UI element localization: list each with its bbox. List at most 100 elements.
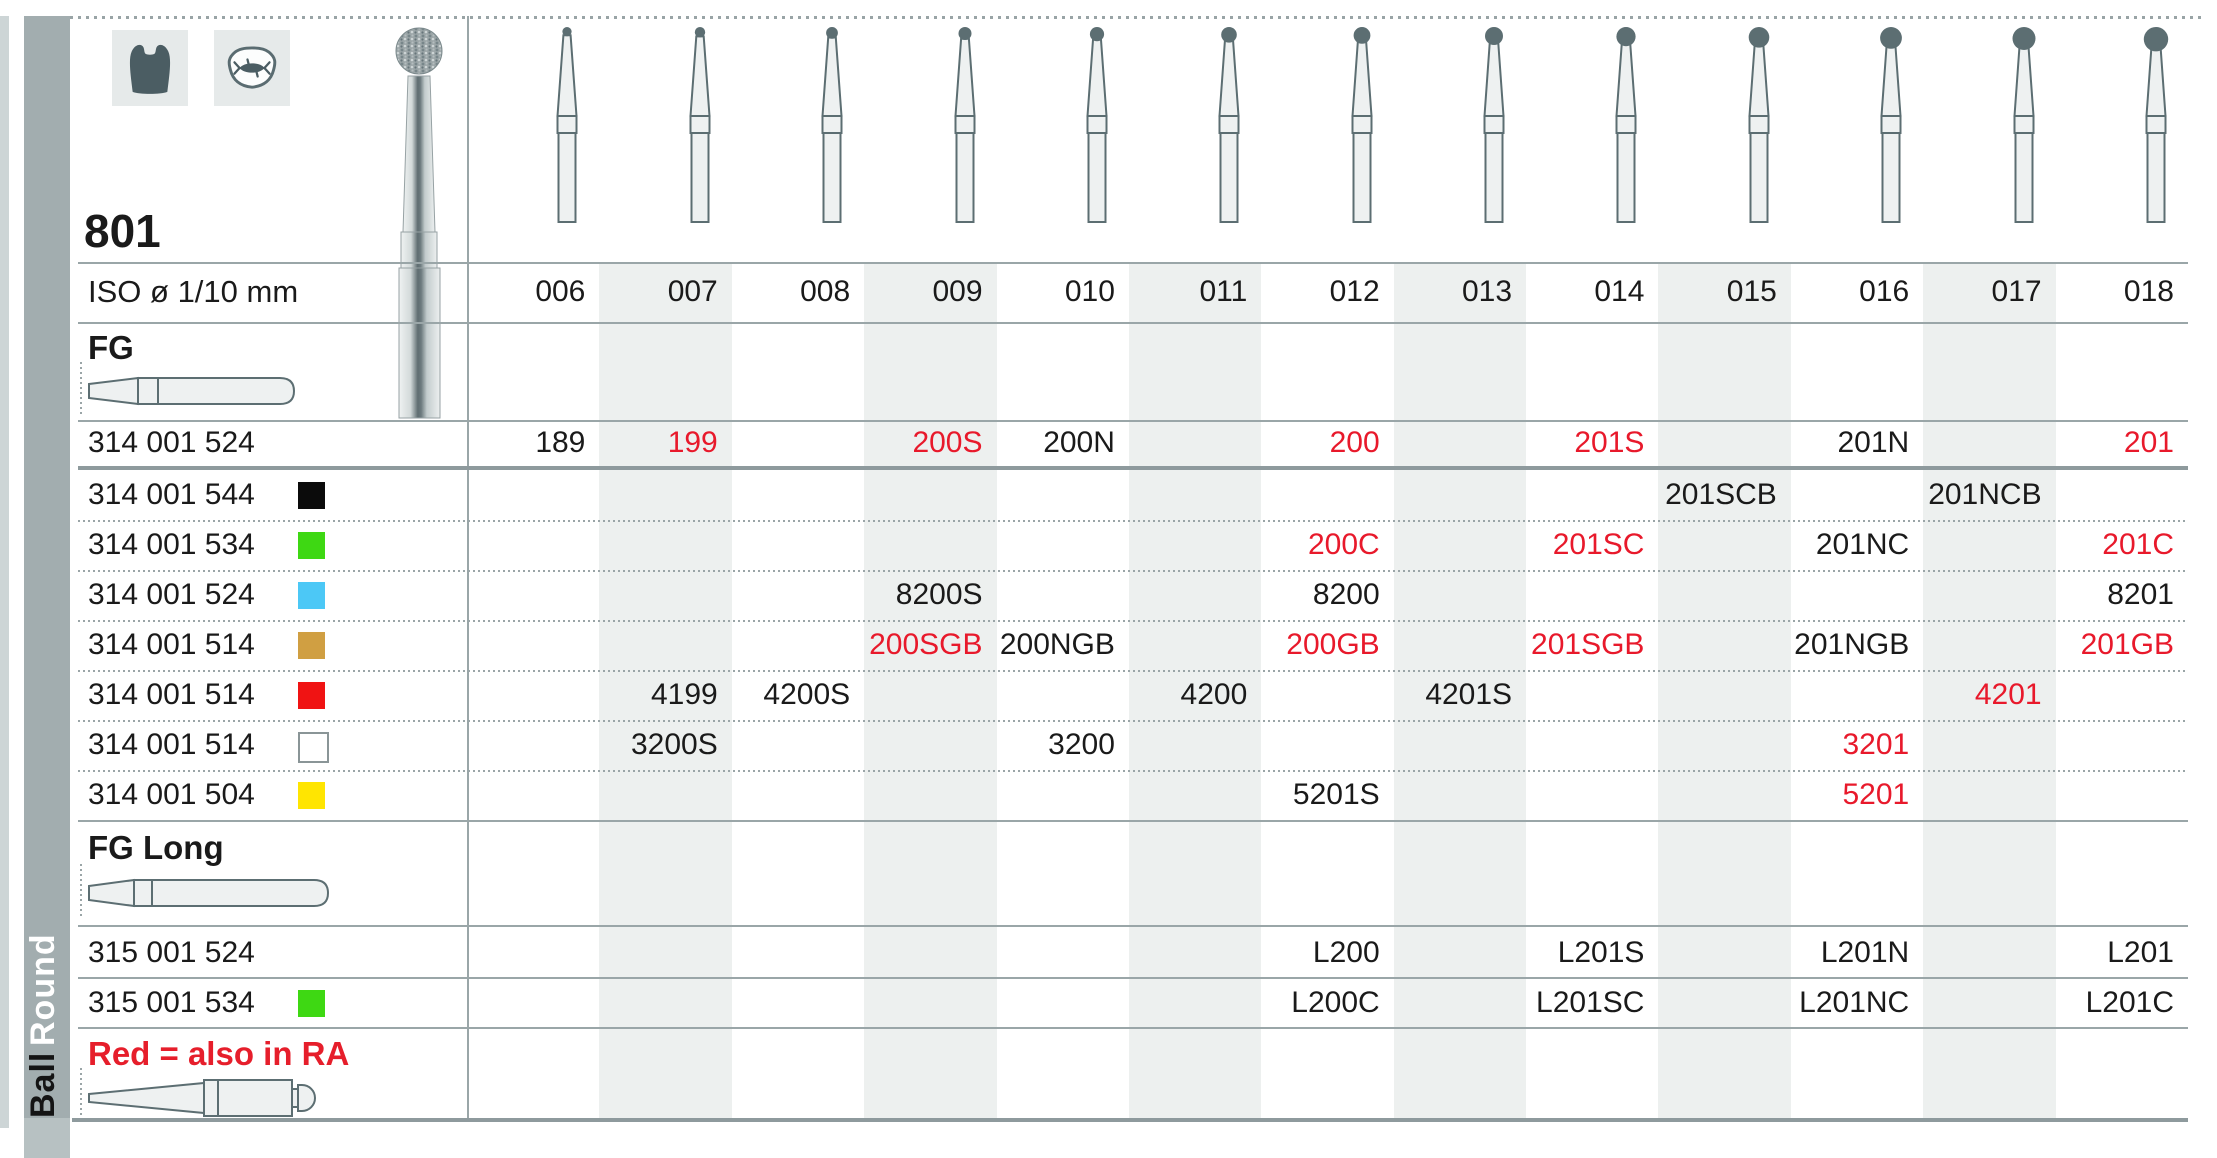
ball-bur-illustration: [556, 27, 578, 223]
order-code: 314 001 524: [88, 426, 255, 459]
ring-color-swatch-red: [298, 681, 325, 709]
product-number-200NGB: 200NGB: [999, 628, 1115, 661]
fg-shank-icon: [88, 376, 296, 406]
bur-column-013: [1470, 24, 1518, 224]
product-number-201S: 201S: [1574, 426, 1645, 459]
dotted-divider: [78, 670, 2188, 672]
product-number-200SGB: 200SGB: [869, 628, 983, 661]
iso-size-007: 007: [667, 275, 718, 308]
bur-column-016: [1867, 24, 1915, 224]
dotted-divider: [78, 520, 2188, 522]
divider: [78, 262, 2188, 264]
molar-occlusal-icon: [227, 46, 277, 89]
product-number-L201C: L201C: [2085, 986, 2174, 1019]
iso-size-015: 015: [1726, 275, 1777, 308]
order-code: 314 001 514: [88, 728, 255, 761]
column-shading-015: [1658, 262, 1791, 1118]
column-shading-011: [1128, 262, 1262, 1118]
ball-bur-illustration: [821, 27, 843, 223]
red-shank-note: Red = also in RA: [88, 1035, 350, 1072]
table-bottom-divider: [72, 1118, 2188, 1122]
product-number-200N: 200N: [1043, 426, 1115, 459]
product-number-5201S: 5201S: [1292, 778, 1380, 811]
ring-color-swatch-white: [298, 731, 329, 763]
product-number-8200S: 8200S: [895, 578, 983, 611]
product-number-200GB: 200GB: [1286, 628, 1380, 661]
divider: [78, 322, 2188, 324]
ball-bur-illustration: [1086, 27, 1108, 223]
series-number: 801: [84, 205, 161, 257]
product-number-201NGB: 201NGB: [1794, 628, 1910, 661]
product-number-L200: L200: [1312, 936, 1380, 969]
product-number-L200C: L200C: [1291, 986, 1380, 1019]
ball-bur-large-illustration: [395, 27, 443, 419]
ring-color-swatch-green: [298, 531, 325, 559]
bur-column-017: [2000, 24, 2048, 224]
iso-size-009: 009: [932, 275, 983, 308]
product-number-199: 199: [667, 426, 718, 459]
molar-crown-icon-tile: [112, 30, 188, 106]
sidebar: [24, 16, 70, 1118]
product-number-201NC: 201NC: [1815, 528, 1910, 561]
product-number-4199: 4199: [651, 678, 718, 711]
order-code: 315 001 524: [88, 936, 255, 969]
order-code: 314 001 524: [88, 578, 255, 611]
order-code: 314 001 534: [88, 528, 255, 561]
divider: [78, 977, 2188, 979]
divider: [78, 420, 2188, 422]
molar-crown-icon: [129, 44, 171, 94]
iso-size-016: 016: [1859, 275, 1910, 308]
ring-color-swatch-green: [298, 989, 325, 1017]
bur-column-007: [676, 24, 724, 224]
ball-bur-illustration: [953, 27, 976, 223]
guide-dotted-line: [80, 1068, 82, 1120]
iso-size-008: 008: [800, 275, 851, 308]
iso-size-014: 014: [1594, 275, 1645, 308]
product-number-4200: 4200: [1180, 678, 1248, 711]
product-number-200: 200: [1329, 426, 1380, 459]
product-number-3200S: 3200S: [631, 728, 718, 761]
product-number-8201: 8201: [2107, 578, 2174, 611]
product-number-201SCB: 201SCB: [1665, 478, 1777, 511]
product-number-4201: 4201: [1974, 678, 2042, 711]
guide-dotted-line: [80, 362, 82, 414]
iso-size-013: 013: [1462, 275, 1513, 308]
bur-column-008: [808, 24, 856, 224]
order-code: 314 001 544: [88, 478, 255, 511]
bur-column-011: [1205, 24, 1253, 224]
product-number-201NCB: 201NCB: [1928, 478, 2042, 511]
product-number-L201S: L201S: [1557, 936, 1645, 969]
fg-section-label: FG: [88, 329, 134, 366]
sidebar-foot: [24, 1118, 70, 1158]
iso-size-010: 010: [1064, 275, 1115, 308]
product-number-189: 189: [535, 426, 586, 459]
column-shading-017: [1923, 262, 2056, 1118]
iso-diameter-label: ISO ø 1/10 mm: [88, 274, 299, 309]
ball-bur-illustration: [1880, 27, 1903, 223]
dotted-divider: [78, 570, 2188, 572]
product-number-8200: 8200: [1312, 578, 1380, 611]
ball-bur-illustration: [1615, 27, 1638, 223]
ball-bur-illustration: [1218, 27, 1240, 223]
dotted-divider: [78, 620, 2188, 622]
column-shading-013: [1393, 262, 1527, 1118]
column-divider: [467, 16, 469, 1120]
ring-color-swatch-yellow: [298, 781, 325, 809]
ring-color-swatch-gold: [298, 631, 325, 659]
molar-occlusal-icon-tile: [214, 30, 290, 106]
bur-column-015: [1735, 24, 1783, 224]
ball-bur-illustration: [1351, 27, 1373, 223]
product-number-201SGB: 201SGB: [1531, 628, 1645, 661]
product-number-L201NC: L201NC: [1799, 986, 1910, 1019]
dotted-divider: [78, 720, 2188, 722]
sidebar-group-label: Ball: [24, 1051, 62, 1118]
column-shading-009: [864, 262, 997, 1118]
iso-size-012: 012: [1329, 275, 1380, 308]
bur-column-018: [2132, 24, 2180, 224]
product-number-5201: 5201: [1842, 778, 1910, 811]
top-dotted-divider: [70, 16, 2205, 19]
ball-bur-illustration: [689, 27, 711, 223]
fg-long-section-label: FG Long: [88, 829, 224, 866]
column-shading-007: [599, 262, 732, 1118]
